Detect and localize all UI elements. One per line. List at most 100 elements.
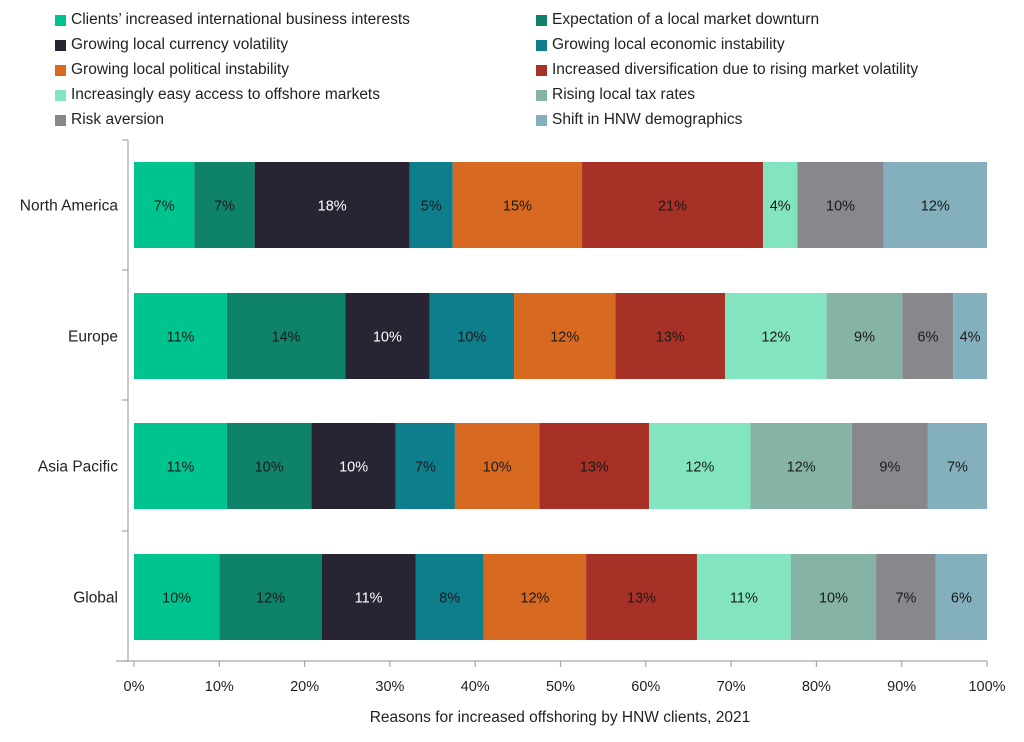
data-label: 4% — [770, 199, 791, 215]
bar-segment — [851, 423, 928, 509]
data-label: 11% — [730, 591, 758, 607]
data-label: 8% — [439, 591, 460, 607]
legend-item: Growing local political instability — [55, 61, 289, 79]
bar-segment — [483, 554, 587, 640]
chart-legend: Clients’ increased international busines… — [0, 0, 1024, 140]
bar-segment — [826, 293, 903, 379]
legend-item: Increasingly easy access to offshore mar… — [55, 86, 380, 104]
legend-swatch — [536, 64, 547, 76]
x-axis-title: Reasons for increased offshoring by HNW … — [370, 709, 751, 726]
data-label: 11% — [166, 460, 194, 476]
data-label: 12% — [520, 591, 549, 607]
legend-item: Growing local currency volatility — [55, 36, 288, 54]
bar-segment — [586, 554, 697, 640]
bar-segment — [935, 554, 987, 640]
bar-segment — [194, 162, 255, 248]
data-label: 7% — [214, 199, 235, 215]
x-tick-label: 10% — [205, 679, 234, 695]
data-label: 10% — [819, 591, 848, 607]
x-tick-label: 40% — [461, 679, 490, 695]
bar-segment — [254, 162, 410, 248]
data-label: 10% — [339, 460, 368, 476]
data-label: 7% — [947, 460, 968, 476]
data-label: 7% — [895, 591, 916, 607]
data-label: 12% — [921, 199, 950, 215]
bar-segment — [454, 423, 540, 509]
bar-segment — [927, 423, 987, 509]
bar-segment — [514, 293, 616, 379]
bar-segment — [345, 293, 430, 379]
x-tick-label: 50% — [546, 679, 575, 695]
data-label: 4% — [960, 330, 981, 346]
x-tick-label: 30% — [375, 679, 404, 695]
legend-item: Rising local tax rates — [536, 86, 695, 104]
y-tick-label: North America — [20, 198, 119, 215]
data-label: 21% — [658, 199, 687, 215]
bar-segment — [582, 162, 763, 248]
legend-item: Expectation of a local market downturn — [536, 11, 819, 29]
x-tick-label: 90% — [887, 679, 916, 695]
legend-label: Risk aversion — [71, 111, 165, 128]
bar-segment — [395, 423, 455, 509]
legend-item: Shift in HNW demographics — [536, 111, 742, 129]
data-label: 13% — [627, 591, 656, 607]
data-label: 12% — [550, 330, 579, 346]
data-label: 10% — [162, 591, 191, 607]
bar-segment — [615, 293, 726, 379]
bar-segment — [649, 423, 751, 509]
legend-label: Rising local tax rates — [552, 86, 696, 103]
legend-label: Growing local political instability — [71, 61, 289, 78]
legend-swatch — [536, 89, 547, 101]
legend-label: Expectation of a local market downturn — [552, 11, 820, 28]
bars-group: 7% 7% 18% 5% 15% 21% 4% 10% 12% North America 11% 1… — [20, 162, 987, 640]
legend-swatch — [536, 39, 547, 51]
bar-segment — [134, 554, 220, 640]
data-label: 10% — [483, 460, 512, 476]
axes-group: 0% 10% 20% 30% 40% 50% 60% 70% 80% 90% 100% — [116, 139, 1006, 695]
bar-segment — [429, 293, 515, 379]
bar-segment — [134, 423, 227, 509]
x-tick-label: 20% — [290, 679, 319, 695]
data-label: 15% — [503, 199, 532, 215]
legend-label: Increased diversification due to rising … — [552, 61, 919, 78]
legend-swatch — [55, 39, 66, 51]
data-label: 10% — [826, 199, 855, 215]
legend-label: Shift in HNW demographics — [552, 111, 743, 128]
legend-swatch — [55, 89, 66, 101]
legend-swatch — [536, 14, 547, 26]
legend-item: Growing local economic instability — [536, 36, 785, 54]
legend-label: Clients’ increased international busines… — [71, 11, 410, 28]
bar-segment — [226, 423, 312, 509]
bar-segment — [409, 162, 453, 248]
x-tick-label: 80% — [802, 679, 831, 695]
bar-segment — [883, 162, 987, 248]
y-tick-label: Europe — [68, 329, 118, 346]
bar-segment — [790, 554, 877, 640]
x-tick-label: 70% — [717, 679, 746, 695]
x-tick-label: 100% — [968, 679, 1005, 695]
data-label: 5% — [421, 199, 442, 215]
data-label: 11% — [166, 330, 194, 346]
bar-segment — [321, 554, 416, 640]
data-label: 13% — [580, 460, 609, 476]
data-label: 14% — [272, 330, 301, 346]
bar-segment — [452, 162, 583, 248]
bar-segment — [539, 423, 650, 509]
y-tick-label: Global — [73, 590, 118, 607]
data-label: 18% — [318, 199, 347, 215]
data-label: 11% — [355, 591, 383, 607]
bar-segment — [953, 293, 987, 379]
data-label: 13% — [656, 330, 685, 346]
legend-item: Risk aversion — [55, 111, 164, 129]
legend-item: Increased diversification due to rising … — [536, 61, 918, 79]
data-label: 7% — [415, 460, 436, 476]
data-label: 10% — [457, 330, 486, 346]
data-label: 10% — [373, 330, 402, 346]
bar-segment — [797, 162, 884, 248]
data-label: 9% — [854, 330, 875, 346]
bar-segment — [750, 423, 852, 509]
bar-segment — [415, 554, 484, 640]
legend-label: Growing local economic instability — [552, 36, 785, 53]
bar-segment — [762, 162, 798, 248]
